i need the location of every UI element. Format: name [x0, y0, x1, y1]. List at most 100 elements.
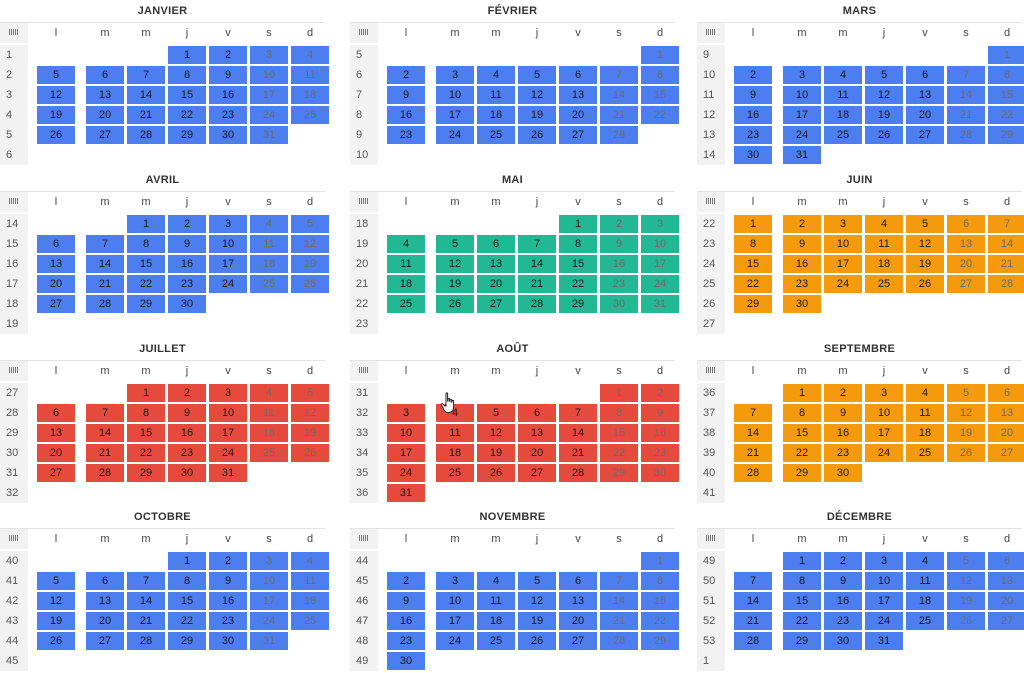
day-cell[interactable]: 25 — [477, 126, 515, 144]
day-cell[interactable]: 11 — [250, 235, 288, 253]
day-cell[interactable]: 14 — [600, 592, 638, 610]
day-cell[interactable]: 20 — [988, 424, 1024, 442]
day-cell[interactable]: 25 — [250, 275, 288, 293]
day-cell[interactable]: 8 — [600, 404, 638, 422]
day-cell[interactable]: 13 — [559, 592, 597, 610]
day-cell[interactable]: 24 — [250, 106, 288, 124]
day-cell[interactable]: 20 — [988, 592, 1024, 610]
day-cell[interactable]: 6 — [477, 235, 515, 253]
day-cell[interactable]: 16 — [783, 255, 821, 273]
day-cell[interactable]: 18 — [477, 106, 515, 124]
day-cell[interactable]: 28 — [600, 126, 638, 144]
day-cell[interactable]: 29 — [783, 464, 821, 482]
day-cell[interactable]: 14 — [734, 592, 772, 610]
day-cell[interactable]: 10 — [209, 235, 247, 253]
day-cell[interactable]: 11 — [477, 592, 515, 610]
day-cell[interactable]: 7 — [518, 235, 556, 253]
day-cell[interactable]: 17 — [865, 592, 903, 610]
day-cell[interactable]: 11 — [291, 572, 329, 590]
day-cell[interactable]: 21 — [559, 444, 597, 462]
day-cell[interactable]: 5 — [518, 66, 556, 84]
day-cell[interactable]: 31 — [865, 632, 903, 650]
day-cell[interactable]: 28 — [947, 126, 985, 144]
day-cell[interactable]: 15 — [168, 86, 206, 104]
day-cell[interactable]: 16 — [824, 424, 862, 442]
day-cell[interactable]: 29 — [127, 464, 165, 482]
day-cell[interactable]: 12 — [291, 404, 329, 422]
day-cell[interactable]: 18 — [824, 106, 862, 124]
day-cell[interactable]: 8 — [641, 572, 679, 590]
day-cell[interactable]: 4 — [291, 552, 329, 570]
day-cell[interactable]: 31 — [783, 146, 821, 164]
day-cell[interactable]: 5 — [865, 66, 903, 84]
day-cell[interactable]: 22 — [783, 612, 821, 630]
day-cell[interactable]: 8 — [168, 572, 206, 590]
day-cell[interactable]: 7 — [127, 66, 165, 84]
day-cell[interactable]: 8 — [559, 235, 597, 253]
day-cell[interactable]: 12 — [947, 404, 985, 422]
day-cell[interactable]: 2 — [824, 384, 862, 402]
day-cell[interactable]: 23 — [824, 444, 862, 462]
day-cell[interactable]: 22 — [988, 106, 1024, 124]
day-cell[interactable]: 17 — [641, 255, 679, 273]
day-cell[interactable]: 2 — [387, 66, 425, 84]
day-cell[interactable]: 17 — [824, 255, 862, 273]
day-cell[interactable]: 19 — [947, 592, 985, 610]
day-cell[interactable]: 27 — [947, 275, 985, 293]
day-cell[interactable]: 9 — [824, 572, 862, 590]
day-cell[interactable]: 30 — [168, 464, 206, 482]
day-cell[interactable]: 16 — [387, 106, 425, 124]
day-cell[interactable]: 17 — [436, 612, 474, 630]
day-cell[interactable]: 13 — [86, 86, 124, 104]
day-cell[interactable]: 10 — [250, 66, 288, 84]
day-cell[interactable]: 21 — [947, 106, 985, 124]
day-cell[interactable]: 16 — [824, 592, 862, 610]
day-cell[interactable]: 30 — [209, 126, 247, 144]
day-cell[interactable]: 29 — [127, 295, 165, 313]
day-cell[interactable]: 5 — [518, 572, 556, 590]
day-cell[interactable]: 6 — [86, 572, 124, 590]
day-cell[interactable]: 25 — [387, 295, 425, 313]
day-cell[interactable]: 25 — [291, 106, 329, 124]
day-cell[interactable]: 18 — [436, 444, 474, 462]
day-cell[interactable]: 24 — [783, 126, 821, 144]
day-cell[interactable]: 5 — [37, 66, 75, 84]
day-cell[interactable]: 1 — [127, 384, 165, 402]
day-cell[interactable]: 22 — [783, 444, 821, 462]
day-cell[interactable]: 1 — [988, 46, 1024, 64]
day-cell[interactable]: 9 — [734, 86, 772, 104]
day-cell[interactable]: 27 — [37, 464, 75, 482]
day-cell[interactable]: 27 — [518, 464, 556, 482]
day-cell[interactable]: 10 — [641, 235, 679, 253]
day-cell[interactable]: 9 — [387, 86, 425, 104]
day-cell[interactable]: 7 — [734, 572, 772, 590]
day-cell[interactable]: 2 — [209, 46, 247, 64]
day-cell[interactable]: 7 — [600, 66, 638, 84]
day-cell[interactable]: 2 — [600, 215, 638, 233]
day-cell[interactable]: 25 — [824, 126, 862, 144]
day-cell[interactable]: 23 — [734, 126, 772, 144]
day-cell[interactable]: 12 — [518, 86, 556, 104]
day-cell[interactable]: 20 — [559, 612, 597, 630]
day-cell[interactable]: 16 — [387, 612, 425, 630]
day-cell[interactable]: 17 — [387, 444, 425, 462]
day-cell[interactable]: 26 — [477, 464, 515, 482]
day-cell[interactable]: 6 — [37, 404, 75, 422]
day-cell[interactable]: 11 — [865, 235, 903, 253]
day-cell[interactable]: 25 — [291, 612, 329, 630]
day-cell[interactable]: 28 — [86, 295, 124, 313]
day-cell[interactable]: 3 — [209, 215, 247, 233]
day-cell[interactable]: 31 — [641, 295, 679, 313]
day-cell[interactable]: 13 — [86, 592, 124, 610]
day-cell[interactable]: 3 — [387, 404, 425, 422]
day-cell[interactable]: 30 — [824, 464, 862, 482]
day-cell[interactable]: 2 — [734, 66, 772, 84]
day-cell[interactable]: 16 — [734, 106, 772, 124]
day-cell[interactable]: 9 — [168, 235, 206, 253]
day-cell[interactable]: 24 — [209, 275, 247, 293]
day-cell[interactable]: 13 — [37, 255, 75, 273]
day-cell[interactable]: 5 — [477, 404, 515, 422]
day-cell[interactable]: 15 — [559, 255, 597, 273]
day-cell[interactable]: 14 — [947, 86, 985, 104]
day-cell[interactable]: 26 — [947, 444, 985, 462]
